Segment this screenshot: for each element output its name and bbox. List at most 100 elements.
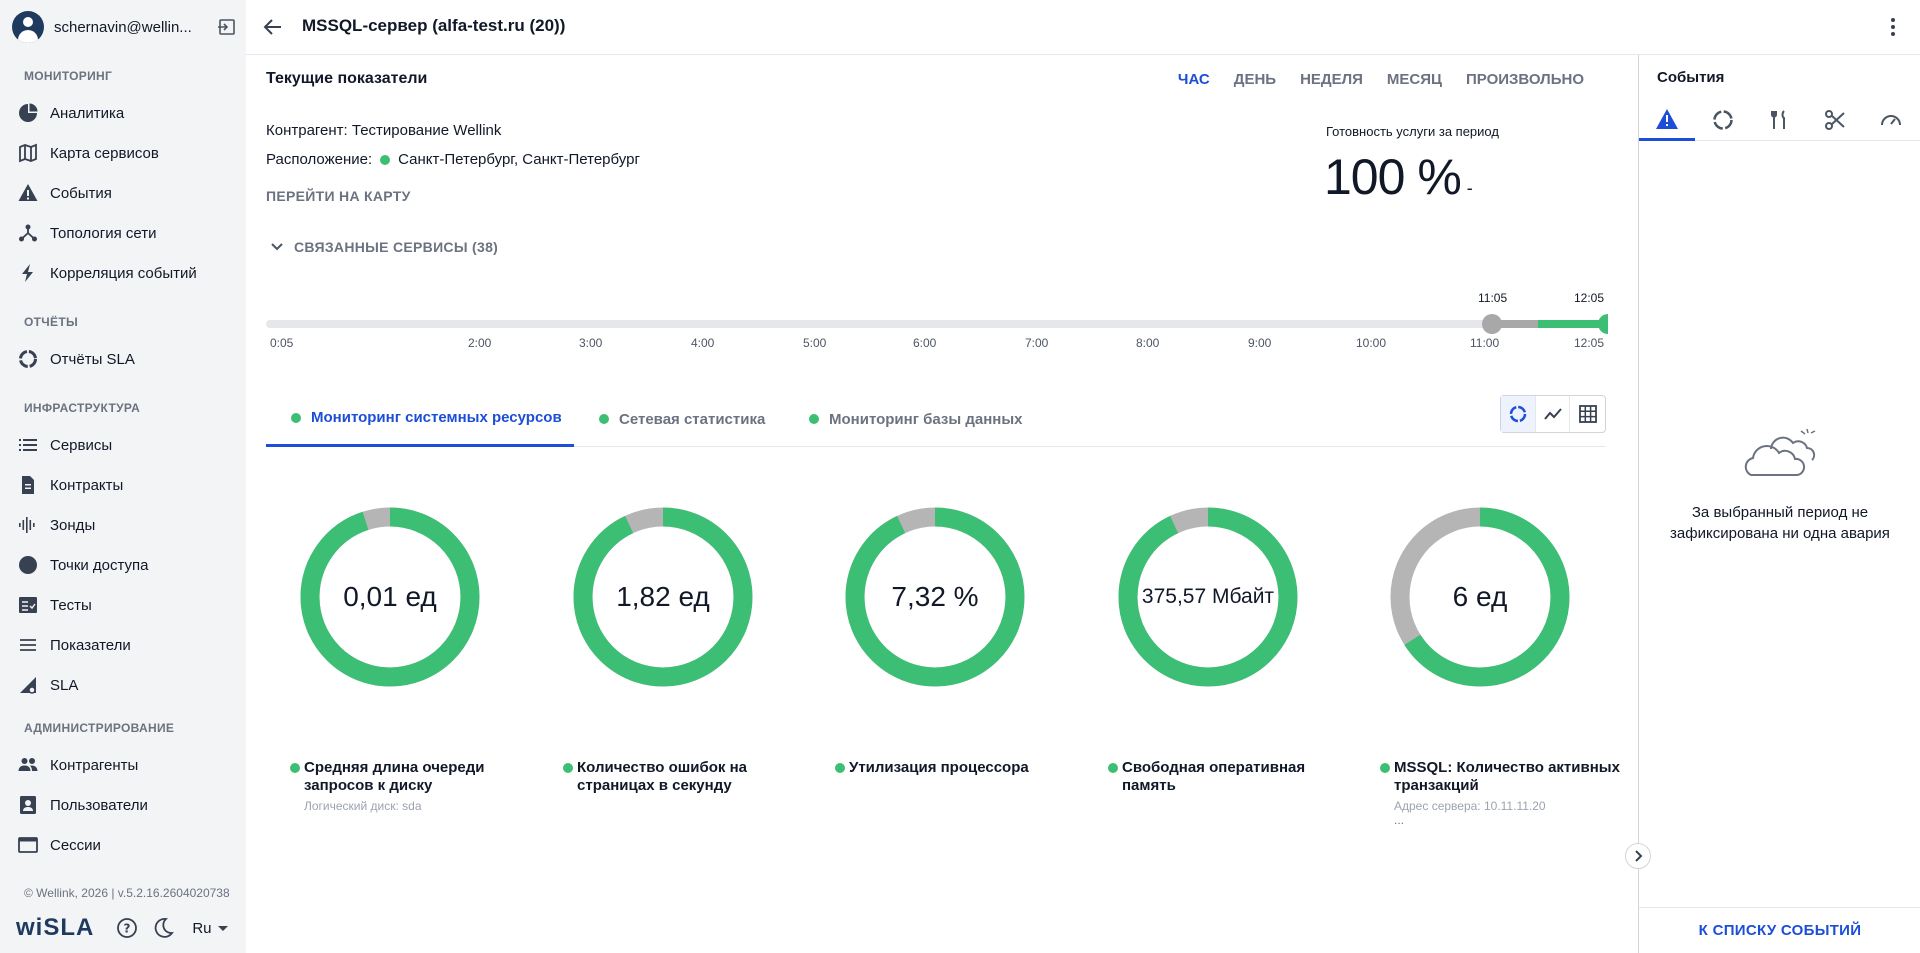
timeline-range-past	[1492, 320, 1558, 328]
wisla-logo: wiSLA	[16, 914, 95, 941]
donut-view-button[interactable]	[1501, 396, 1536, 432]
donut-gauge	[300, 507, 480, 687]
collapse-panel-button[interactable]	[1625, 843, 1651, 869]
timeline-start-handle[interactable]	[1482, 314, 1502, 334]
period-hour[interactable]: ЧАС	[1177, 71, 1210, 88]
sidebar-item-label: Контрагенты	[50, 756, 139, 774]
sidebar-item-label: Зонды	[50, 516, 96, 534]
period-day[interactable]: ДЕНЬ	[1233, 71, 1277, 88]
timeline-tick: 9:00	[1248, 336, 1272, 350]
help-icon[interactable]: ?	[116, 917, 138, 939]
chevron-down-icon	[271, 243, 283, 251]
topology-icon	[18, 223, 38, 243]
sidebar-item-indicators[interactable]: Показатели	[18, 630, 240, 660]
section-administration: АДМИНИСТРИРОВАНИЕ	[24, 721, 175, 735]
tab-label: Мониторинг системных ресурсов	[311, 409, 562, 426]
sidebar-item-label: Контракты	[50, 476, 124, 494]
sidebar-item-contractors[interactable]: Контрагенты	[18, 750, 240, 780]
ring-icon	[18, 349, 38, 369]
readiness-value: 100 % -	[1324, 148, 1473, 206]
tab-performance[interactable]	[1863, 99, 1919, 141]
period-week[interactable]: НЕДЕЛЯ	[1300, 71, 1363, 88]
sidebar-item-sla-reports[interactable]: Отчёты SLA	[18, 344, 240, 374]
tab-cuts[interactable]	[1807, 99, 1863, 141]
contractor-info: Контрагент: Тестирование Wellink	[266, 122, 502, 139]
table-view-button[interactable]	[1570, 396, 1605, 432]
period-custom[interactable]: ПРОИЗВОЛЬНО	[1466, 71, 1584, 88]
logout-icon[interactable]	[216, 16, 238, 38]
moon-icon[interactable]	[152, 917, 175, 939]
user-name: schernavin@wellin...	[54, 18, 192, 36]
gauge-sublabel: Адрес сервера: 10.11.11.20	[1394, 799, 1546, 813]
gauge-label: Средняя длина очереди запросов к диску	[290, 759, 540, 795]
gauge-more[interactable]: ...	[1394, 813, 1405, 827]
timeline-end-handle[interactable]	[1598, 314, 1608, 334]
tab-cycles[interactable]	[1695, 99, 1751, 141]
related-services-toggle[interactable]: СВЯЗАННЫЕ СЕРВИСЫ (38)	[270, 239, 498, 255]
tab-system-resources[interactable]: Мониторинг системных ресурсов	[266, 391, 574, 447]
selection-start-label: 11:05	[1478, 291, 1508, 305]
gauge-value: 7,32 %	[891, 581, 979, 612]
tab-network-stats[interactable]: Сетевая статистика	[599, 391, 765, 447]
circle-icon	[18, 555, 38, 575]
sidebar-item-label: Корреляция событий	[50, 264, 197, 282]
status-dot	[380, 154, 391, 165]
related-services-label: СВЯЗАННЫЕ СЕРВИСЫ (38)	[294, 239, 499, 255]
sidebar-item-sla[interactable]: SLA	[18, 670, 240, 700]
go-to-map-link[interactable]: ПЕРЕЙТИ НА КАРТУ	[266, 188, 411, 204]
section-title: Текущие показатели	[266, 70, 428, 87]
tab-maintenance[interactable]	[1751, 99, 1807, 141]
grid-icon	[1578, 405, 1597, 423]
section-infrastructure: ИНФРАСТРУКТУРА	[24, 401, 141, 415]
tab-alarms[interactable]	[1639, 99, 1695, 141]
status-dot	[599, 414, 609, 424]
gauge-value: 375,57 Мбайт	[1141, 585, 1275, 608]
lines-icon	[18, 635, 38, 655]
sidebar-footer: wiSLA ? Ru	[16, 914, 238, 942]
people-icon	[18, 755, 38, 775]
page-header: MSSQL-сервер (alfa-test.ru (20))	[246, 0, 1920, 55]
sidebar-item-topology[interactable]: Топология сети	[18, 218, 240, 248]
events-list-link[interactable]: К СПИСКУ СОБЫТИЙ	[1639, 907, 1920, 953]
gauge-label-text: MSSQL: Количество активных транзакций	[1394, 759, 1620, 794]
sidebar-item-tests[interactable]: Тесты	[18, 590, 240, 620]
timeline-slider[interactable]: 11:05 12:05 0:05 2:00 3:00 4:00 5:00 6:0…	[266, 285, 1608, 350]
sidebar-item-sessions[interactable]: Сессии	[18, 830, 240, 860]
gauge-label-text: Количество ошибок на страницах в секунду	[577, 759, 747, 794]
donut-gauge	[573, 507, 753, 687]
sidebar-item-label: Сервисы	[50, 436, 113, 454]
selection-end-label: 12:05	[1574, 291, 1605, 305]
sidebar-item-probes[interactable]: Зонды	[18, 510, 240, 540]
period-month[interactable]: МЕСЯЦ	[1386, 71, 1442, 88]
sidebar-item-access-points[interactable]: Точки доступа	[18, 550, 240, 580]
sidebar-item-label: События	[50, 184, 112, 202]
location-info: Расположение: Санкт-Петербург, Санкт-Пет…	[266, 151, 640, 168]
checklist-icon	[18, 595, 38, 615]
language-select[interactable]: Ru	[192, 920, 228, 937]
status-dot	[290, 763, 300, 773]
gauge-value: 0,01 ед	[343, 581, 437, 612]
location-label: Расположение:	[266, 151, 373, 168]
line-view-button[interactable]	[1536, 396, 1571, 432]
sidebar-item-service-map[interactable]: Карта сервисов	[18, 138, 240, 168]
status-dot	[835, 763, 845, 773]
back-arrow-icon[interactable]	[262, 16, 284, 38]
donut-icon	[1509, 405, 1527, 423]
sidebar-item-contracts[interactable]: Контракты	[18, 470, 240, 500]
user-menu[interactable]: schernavin@wellin...	[12, 10, 238, 44]
window-icon	[18, 835, 38, 855]
sidebar-item-correlation[interactable]: Корреляция событий	[18, 258, 240, 288]
chevron-right-icon	[1635, 850, 1643, 862]
events-tabs	[1639, 99, 1920, 141]
page-title: MSSQL-сервер (alfa-test.ru (20))	[302, 16, 566, 35]
tab-label: Сетевая статистика	[619, 410, 766, 428]
sidebar-item-events[interactable]: События	[18, 178, 240, 208]
sidebar-item-services[interactable]: Сервисы	[18, 430, 240, 460]
sidebar-item-users[interactable]: Пользователи	[18, 790, 240, 820]
section-reports: ОТЧЁТЫ	[24, 315, 79, 329]
readiness-number: 100 %	[1324, 149, 1462, 205]
tab-database-monitoring[interactable]: Мониторинг базы данных	[809, 391, 1022, 447]
more-vertical-icon[interactable]	[1890, 16, 1896, 38]
sidebar-item-analytics[interactable]: Аналитика	[18, 98, 240, 128]
gauge-sublabel: Логический диск: sda	[304, 799, 422, 813]
